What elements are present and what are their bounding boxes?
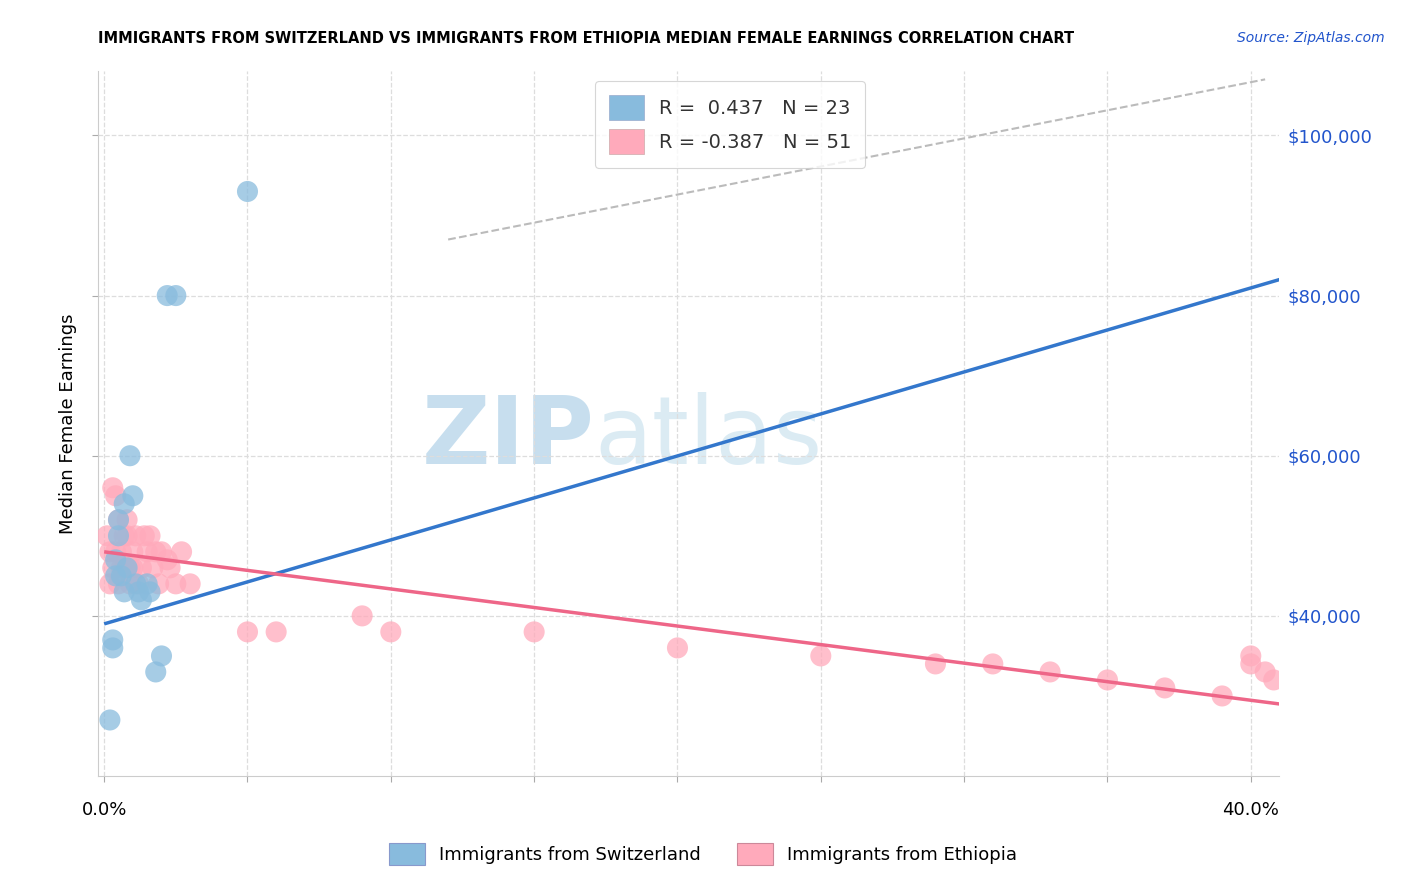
Point bbox=[981, 657, 1004, 671]
Point bbox=[118, 449, 141, 463]
Point bbox=[121, 561, 143, 575]
Point bbox=[1263, 673, 1285, 687]
Point bbox=[98, 577, 121, 591]
Point bbox=[101, 481, 124, 495]
Point bbox=[107, 577, 129, 591]
Text: 0.0%: 0.0% bbox=[82, 801, 127, 819]
Point bbox=[165, 577, 187, 591]
Point bbox=[104, 553, 127, 567]
Point bbox=[131, 561, 153, 575]
Point bbox=[159, 561, 181, 575]
Point bbox=[156, 288, 179, 302]
Point bbox=[236, 624, 259, 639]
Point bbox=[264, 624, 287, 639]
Point bbox=[121, 489, 143, 503]
Point bbox=[125, 529, 148, 543]
Text: ZIP: ZIP bbox=[422, 392, 595, 483]
Point bbox=[107, 513, 129, 527]
Point bbox=[1211, 689, 1233, 703]
Point bbox=[150, 648, 173, 663]
Point bbox=[810, 648, 832, 663]
Point bbox=[523, 624, 546, 639]
Point bbox=[104, 489, 127, 503]
Point bbox=[112, 585, 135, 599]
Point bbox=[380, 624, 402, 639]
Point bbox=[112, 529, 135, 543]
Point bbox=[125, 577, 148, 591]
Point bbox=[1240, 657, 1263, 671]
Point bbox=[924, 657, 946, 671]
Point bbox=[110, 561, 132, 575]
Point bbox=[118, 577, 141, 591]
Point bbox=[134, 529, 156, 543]
Point bbox=[128, 585, 150, 599]
Point bbox=[1097, 673, 1119, 687]
Point bbox=[236, 185, 259, 199]
Point bbox=[107, 513, 129, 527]
Point bbox=[156, 553, 179, 567]
Point bbox=[128, 577, 150, 591]
Point bbox=[170, 545, 193, 559]
Point bbox=[179, 577, 201, 591]
Point bbox=[131, 592, 153, 607]
Point bbox=[1254, 665, 1277, 679]
Point bbox=[145, 665, 167, 679]
Point bbox=[148, 577, 170, 591]
Point bbox=[110, 545, 132, 559]
Legend: Immigrants from Switzerland, Immigrants from Ethiopia: Immigrants from Switzerland, Immigrants … bbox=[380, 834, 1026, 874]
Point bbox=[145, 545, 167, 559]
Text: Source: ZipAtlas.com: Source: ZipAtlas.com bbox=[1237, 31, 1385, 45]
Point bbox=[165, 288, 187, 302]
Point bbox=[98, 713, 121, 727]
Point bbox=[112, 497, 135, 511]
Point bbox=[104, 569, 127, 583]
Point bbox=[1240, 648, 1263, 663]
Point bbox=[139, 529, 162, 543]
Point bbox=[115, 513, 138, 527]
Point bbox=[666, 640, 689, 655]
Point bbox=[352, 608, 374, 623]
Point bbox=[101, 632, 124, 647]
Point bbox=[118, 561, 141, 575]
Point bbox=[104, 545, 127, 559]
Point bbox=[121, 545, 143, 559]
Point bbox=[101, 640, 124, 655]
Point bbox=[1153, 681, 1175, 695]
Point bbox=[1039, 665, 1062, 679]
Point bbox=[139, 585, 162, 599]
Point bbox=[142, 561, 165, 575]
Point bbox=[96, 529, 118, 543]
Legend: R =  0.437   N = 23, R = -0.387   N = 51: R = 0.437 N = 23, R = -0.387 N = 51 bbox=[595, 81, 865, 168]
Text: 40.0%: 40.0% bbox=[1222, 801, 1279, 819]
Text: atlas: atlas bbox=[595, 392, 823, 483]
Point bbox=[115, 561, 138, 575]
Point bbox=[98, 545, 121, 559]
Point bbox=[101, 561, 124, 575]
Point bbox=[150, 545, 173, 559]
Point bbox=[107, 529, 129, 543]
Point bbox=[115, 529, 138, 543]
Point bbox=[136, 545, 159, 559]
Text: IMMIGRANTS FROM SWITZERLAND VS IMMIGRANTS FROM ETHIOPIA MEDIAN FEMALE EARNINGS C: IMMIGRANTS FROM SWITZERLAND VS IMMIGRANT… bbox=[98, 31, 1074, 46]
Point bbox=[136, 577, 159, 591]
Point bbox=[110, 569, 132, 583]
Point bbox=[112, 561, 135, 575]
Y-axis label: Median Female Earnings: Median Female Earnings bbox=[59, 313, 77, 534]
